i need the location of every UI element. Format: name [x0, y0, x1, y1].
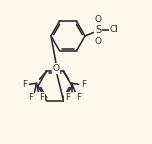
Text: F: F: [28, 93, 33, 102]
Text: F: F: [76, 93, 81, 102]
Text: O: O: [53, 64, 60, 73]
Text: F: F: [39, 93, 44, 102]
Text: Cl: Cl: [110, 25, 118, 35]
Text: S: S: [95, 25, 101, 35]
Text: F: F: [22, 80, 27, 89]
Text: O: O: [95, 15, 102, 23]
Text: F: F: [65, 93, 70, 102]
Text: O: O: [95, 36, 102, 46]
Text: F: F: [81, 80, 86, 89]
